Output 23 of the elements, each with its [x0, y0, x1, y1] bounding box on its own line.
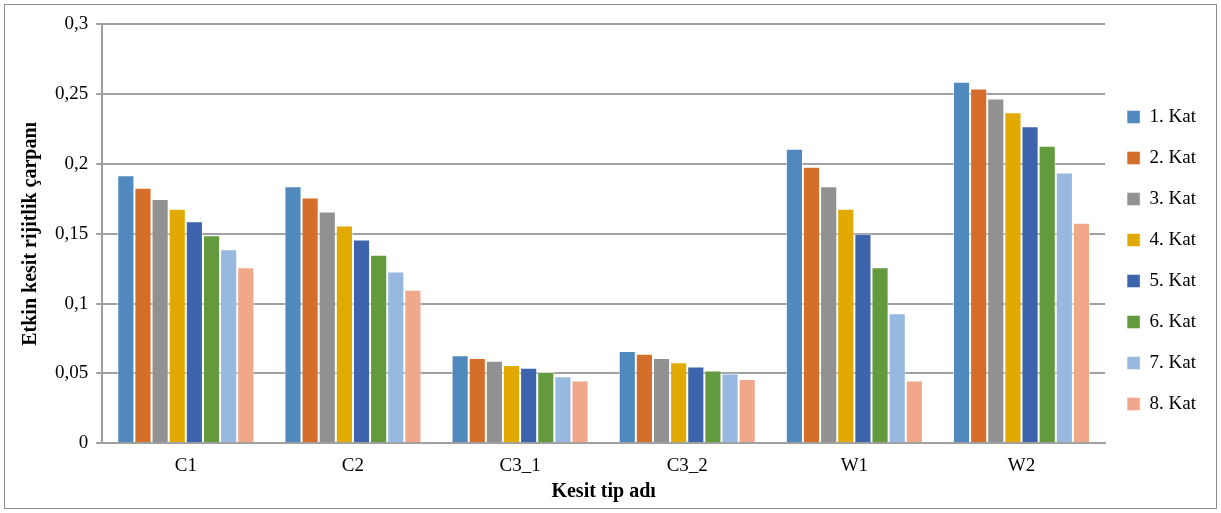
legend-label: 6. Kat: [1149, 309, 1197, 331]
y-tick-label: 0,2: [64, 151, 89, 173]
legend-label: 1. Kat: [1149, 104, 1197, 126]
y-tick-label: 0,3: [64, 12, 89, 34]
x-axis-title: Kesit tip adı: [551, 479, 657, 503]
x-tick-label: C3_2: [666, 453, 708, 475]
x-tick-label: W1: [840, 453, 869, 475]
legend-label: 4. Kat: [1149, 227, 1197, 249]
legend-label: 2. Kat: [1149, 145, 1197, 167]
y-tick-label: 0,25: [55, 82, 89, 104]
y-tick-label: 0,1: [64, 291, 89, 313]
x-tick-label: W2: [1007, 453, 1036, 475]
legend-label: 8. Kat: [1149, 391, 1197, 413]
x-tick-label: C2: [341, 453, 365, 475]
y-axis-title: Etkin kesit rijitlik çarpanı: [18, 121, 42, 346]
y-tick-label: 0,05: [55, 361, 89, 383]
legend-label: 7. Kat: [1149, 350, 1197, 372]
legend-label: 5. Kat: [1149, 268, 1197, 290]
legend-label: 3. Kat: [1149, 186, 1197, 208]
y-tick-label: 0: [78, 431, 89, 453]
x-tick-label: C3_1: [499, 453, 541, 475]
y-tick-label: 0,15: [55, 221, 89, 243]
x-tick-label: C1: [174, 453, 197, 475]
